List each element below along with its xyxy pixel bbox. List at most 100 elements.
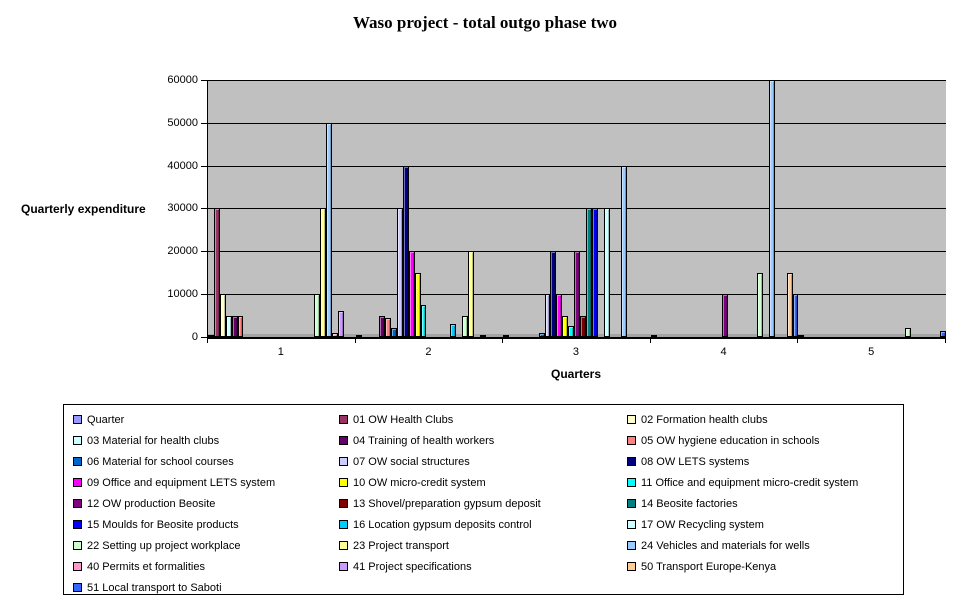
bar-slot	[550, 251, 557, 337]
y-axis-tick	[201, 294, 207, 295]
bar-slot	[904, 328, 911, 337]
x-axis-title: Quarters	[550, 367, 602, 381]
legend-item: 51 Local transport to Saboti	[73, 582, 339, 594]
gridline	[208, 208, 946, 209]
bar	[579, 316, 586, 337]
bar-slot	[721, 294, 728, 337]
bar	[562, 316, 569, 337]
bar-slot	[337, 311, 344, 337]
legend-swatch	[339, 457, 348, 466]
legend-item: 03 Material for health clubs	[73, 435, 339, 447]
bar-slot	[757, 273, 763, 337]
legend-swatch	[627, 541, 636, 550]
bar-slot	[396, 208, 403, 337]
legend-label: 13 Shovel/preparation gypsum deposit	[353, 497, 541, 510]
bar	[219, 294, 226, 337]
legend-label: 10 OW micro-credit system	[353, 476, 486, 489]
bar-slot	[379, 316, 386, 337]
y-tick-label: 0	[191, 331, 198, 343]
legend-item: 02 Formation health clubs	[627, 414, 903, 426]
bar-slot	[621, 166, 628, 337]
bar	[414, 273, 421, 337]
bar-slot	[355, 335, 362, 337]
x-axis-tick	[207, 339, 208, 343]
legend-label: 41 Project specifications	[353, 560, 472, 573]
legend-label: 03 Material for health clubs	[87, 434, 220, 447]
bar	[213, 208, 220, 337]
legend-swatch	[73, 436, 82, 445]
legend-label: 16 Location gypsum deposits control	[353, 518, 532, 531]
legend-item: 10 OW micro-credit system	[339, 477, 627, 489]
category-group	[798, 80, 947, 337]
category-group	[355, 80, 504, 337]
legend-item: 01 OW Health Clubs	[339, 414, 627, 426]
legend-swatch	[73, 520, 82, 529]
legend-label: 50 Transport Europe-Kenya	[641, 560, 777, 573]
y-tick-label: 50000	[167, 117, 198, 129]
legend-item: 07 OW social structures	[339, 456, 627, 468]
bar-slot	[603, 208, 610, 337]
bar	[556, 294, 563, 337]
bar-groups	[208, 80, 947, 337]
legend-label: 12 OW production Beosite	[87, 497, 216, 510]
legend-item: Quarter	[73, 414, 339, 426]
legend-item: 06 Material for school courses	[73, 456, 339, 468]
bar-slot	[219, 294, 226, 337]
legend-label: 40 Permits et formalities	[87, 560, 205, 573]
legend-label: 07 OW social structures	[353, 455, 470, 468]
x-category-label: 5	[868, 346, 875, 358]
legend: Quarter 01 OW Health Clubs 02 Formation he…	[63, 404, 904, 595]
bar	[391, 328, 397, 337]
bar	[792, 294, 799, 337]
legend-swatch	[73, 499, 82, 508]
bar-slot	[574, 251, 580, 337]
bar	[420, 305, 427, 337]
y-tick-label: 40000	[167, 160, 198, 172]
bar	[231, 316, 238, 337]
legend-label: 06 Material for school courses	[87, 455, 234, 468]
bar	[621, 166, 628, 337]
legend-item: 04 Training of health workers	[339, 435, 627, 447]
bar-slot	[650, 335, 657, 337]
legend-swatch	[627, 415, 636, 424]
bar	[467, 251, 474, 337]
bar-slot	[503, 335, 510, 337]
category-group	[650, 80, 799, 337]
bar	[337, 311, 344, 337]
x-category-label: 1	[277, 346, 284, 358]
legend-swatch	[339, 478, 348, 487]
y-tick-label: 60000	[167, 74, 198, 86]
bar-slot	[225, 316, 232, 337]
bar	[208, 335, 214, 337]
bar-slot	[332, 333, 338, 337]
legend-grid: Quarter 01 OW Health Clubs 02 Formation he…	[64, 405, 903, 598]
x-axis-tick	[650, 339, 651, 343]
legend-label: 23 Project transport	[353, 539, 449, 552]
legend-item: 13 Shovel/preparation gypsum deposit	[339, 498, 627, 510]
bar-slot	[786, 273, 793, 337]
legend-item: 22 Setting up project workplace	[73, 540, 339, 552]
bar	[461, 316, 468, 337]
bar	[568, 326, 575, 337]
bar-slot	[461, 316, 468, 337]
bar	[326, 123, 333, 337]
y-axis-tick	[201, 251, 207, 252]
bar-slot	[231, 316, 238, 337]
bar-slot	[538, 333, 545, 337]
legend-item: 05 OW hygiene education in schools	[627, 435, 903, 447]
bar	[225, 316, 232, 337]
legend-label: 05 OW hygiene education in schools	[641, 434, 820, 447]
bar-slot	[556, 294, 563, 337]
legend-swatch	[627, 562, 636, 571]
bar-slot	[579, 316, 586, 337]
chart-title: Waso project - total outgo phase two	[352, 13, 618, 32]
legend-label: 08 OW LETS systems	[641, 455, 750, 468]
bar-slot	[940, 331, 947, 337]
legend-swatch	[627, 457, 636, 466]
legend-swatch	[339, 499, 348, 508]
bar	[396, 208, 403, 337]
category-group	[208, 80, 356, 337]
bar	[603, 208, 610, 337]
legend-swatch	[73, 457, 82, 466]
bar	[550, 251, 557, 337]
